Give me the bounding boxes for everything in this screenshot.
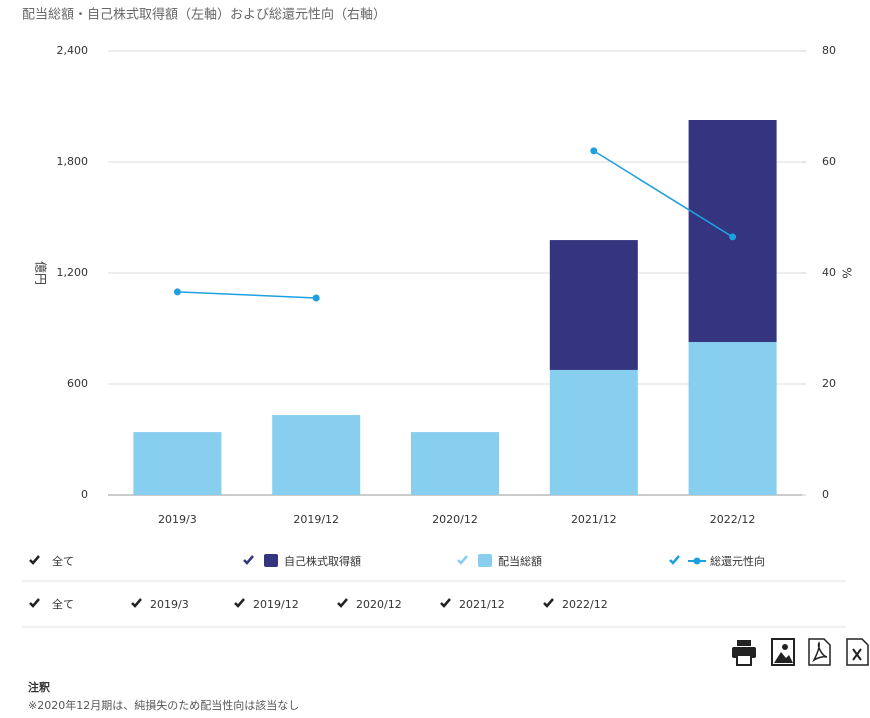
line-point [312, 294, 320, 302]
y2-axis-label: % [840, 267, 854, 278]
y-tick-label: 1,800 [57, 155, 89, 168]
note-heading: 注釈 [28, 680, 51, 694]
legend-label[interactable]: 総還元性向 [710, 554, 765, 568]
excel-icon[interactable] [846, 638, 869, 666]
x-tick-label: 2019/12 [293, 513, 339, 526]
legend-swatch[interactable] [693, 557, 701, 565]
check-icon[interactable] [337, 598, 348, 608]
check-icon[interactable] [243, 555, 254, 565]
print-icon[interactable] [732, 640, 756, 666]
filter-label[interactable]: 2021/12 [459, 598, 505, 611]
legend-all[interactable]: 全て [52, 554, 74, 568]
filter-label[interactable]: 2019/12 [253, 598, 299, 611]
bar [411, 432, 499, 495]
legend-swatch[interactable] [478, 554, 492, 567]
chart-title: 配当総額・自己株式取得額（左軸）および総還元性向（右軸） [22, 7, 386, 23]
x-tick-label: 2019/3 [158, 513, 197, 526]
y2-tick-label: 20 [822, 377, 836, 390]
line [177, 291, 317, 299]
y-tick-label: 600 [67, 377, 88, 390]
line-point [729, 233, 737, 241]
y2-tick-label: 60 [822, 155, 836, 168]
line-point [590, 147, 598, 155]
check-icon[interactable] [131, 598, 142, 608]
bar [133, 432, 222, 495]
legend-label[interactable]: 配当総額 [498, 554, 542, 568]
x-tick-label: 2020/12 [432, 513, 478, 526]
bar [272, 415, 361, 495]
check-icon[interactable] [543, 598, 554, 608]
y-tick-label: 2,400 [57, 44, 89, 57]
y2-tick-label: 80 [822, 44, 836, 57]
legend-swatch[interactable] [264, 554, 278, 567]
line [593, 150, 733, 238]
y2-tick-label: 0 [822, 488, 829, 501]
bar [549, 369, 638, 495]
x-tick-label: 2021/12 [571, 513, 617, 526]
check-icon[interactable] [29, 555, 40, 565]
y-tick-label: 1,200 [57, 266, 89, 279]
y2-tick-label: 40 [822, 266, 836, 279]
check-icon[interactable] [669, 555, 680, 565]
y-axis-label: 億円 [34, 261, 48, 285]
filter-label[interactable]: 2019/3 [150, 598, 189, 611]
check-icon[interactable] [457, 555, 468, 565]
filter-all[interactable]: 全て [52, 597, 74, 611]
bar [549, 240, 638, 370]
check-icon[interactable] [234, 598, 245, 608]
line-point [173, 288, 181, 296]
x-tick-label: 2022/12 [710, 513, 756, 526]
note-text: ※2020年12月期は、純損失のため配当性向は該当なし [28, 698, 299, 712]
bar [688, 342, 777, 495]
y-tick-label: 0 [81, 488, 88, 501]
pdf-icon[interactable] [808, 638, 831, 666]
bar [688, 120, 777, 343]
legend-label[interactable]: 自己株式取得額 [284, 554, 361, 568]
filter-label[interactable]: 2022/12 [562, 598, 608, 611]
check-icon[interactable] [440, 598, 451, 608]
check-icon[interactable] [29, 598, 40, 608]
filter-label[interactable]: 2020/12 [356, 598, 402, 611]
image-icon[interactable] [771, 638, 795, 666]
